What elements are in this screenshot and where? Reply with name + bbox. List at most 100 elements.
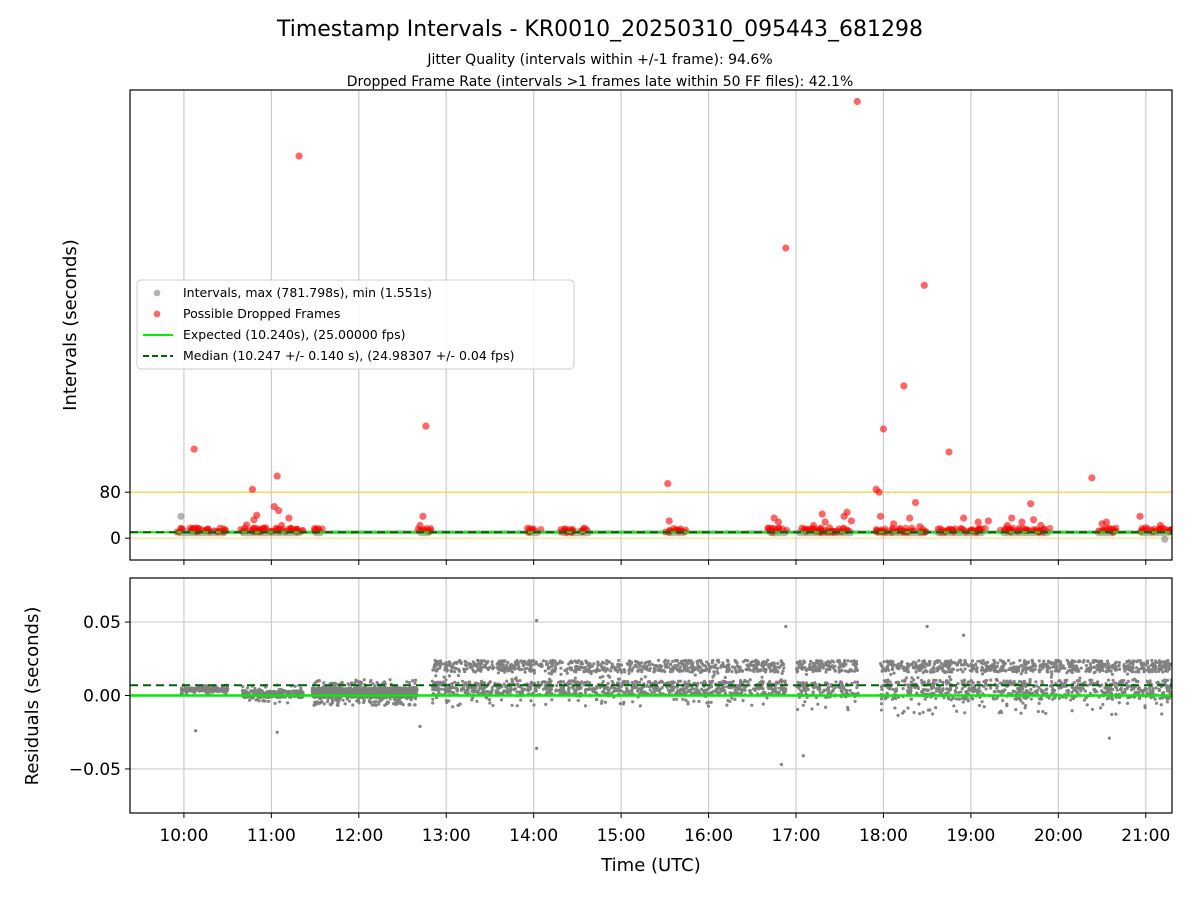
residual-point: [562, 688, 566, 692]
residual-point: [769, 668, 773, 672]
residual-point: [826, 691, 830, 695]
residual-point: [1058, 679, 1062, 683]
residual-point: [616, 670, 620, 674]
residual-point: [796, 707, 800, 712]
residual-point: [816, 687, 820, 691]
residual-point: [930, 712, 935, 716]
residual-point: [807, 667, 811, 671]
residual-point: [1034, 680, 1038, 684]
residual-point: [583, 666, 587, 670]
residual-point: [543, 669, 547, 673]
residual-point: [551, 668, 555, 672]
residual-point: [694, 687, 698, 691]
residual-point: [749, 663, 753, 667]
residual-point: [523, 667, 527, 671]
residual-point: [503, 670, 507, 674]
residual-point: [947, 675, 952, 679]
residual-point: [205, 686, 209, 691]
residual-point: [606, 681, 610, 686]
residual-point: [330, 697, 334, 701]
dropped-frame-point: [1046, 524, 1054, 532]
dropped-frame-point: [268, 527, 276, 535]
residual-point: [996, 661, 1000, 665]
residual-point: [753, 667, 757, 671]
residual-point: [471, 660, 475, 664]
residual-point: [441, 680, 445, 684]
dropped-frame-point: [942, 527, 949, 535]
residual-point: [1019, 699, 1023, 703]
residual-point: [580, 665, 584, 670]
residual-point: [589, 671, 593, 676]
residual-point: [1106, 678, 1111, 682]
residual-point: [760, 661, 764, 665]
residual-point: [970, 667, 975, 671]
residual-point: [955, 668, 960, 672]
residual-point: [671, 659, 675, 663]
top-y-tick-label: 80: [99, 483, 121, 503]
residual-point: [802, 659, 806, 663]
residual-point: [626, 680, 630, 684]
residual-point: [734, 670, 738, 674]
residual-point: [598, 662, 603, 667]
residual-point: [291, 689, 295, 693]
residual-point: [706, 687, 710, 691]
residual-point: [843, 669, 847, 673]
residual-point: [1000, 710, 1004, 715]
residual-point: [529, 699, 533, 703]
residual-point: [517, 684, 521, 689]
residual-point: [912, 678, 916, 682]
residual-point: [505, 663, 509, 667]
residual-point: [1168, 686, 1172, 690]
residual-point: [594, 668, 598, 672]
chart-title: Timestamp Intervals - KR0010_20250310_09…: [276, 17, 923, 42]
residual-point: [272, 691, 276, 695]
residual-point: [712, 670, 716, 674]
residual-point: [443, 665, 448, 669]
residual-point: [494, 691, 498, 695]
residual-point: [702, 663, 706, 668]
residual-point: [458, 658, 462, 663]
residual-point: [687, 679, 691, 683]
residual-point: [672, 697, 676, 702]
residual-point: [707, 669, 711, 673]
dropped-frame-point: [273, 472, 281, 480]
residual-point: [501, 691, 505, 695]
residual-point: [1082, 658, 1086, 663]
residual-point: [220, 687, 225, 692]
residual-point: [605, 662, 609, 666]
residual-point: [1125, 701, 1130, 705]
residual-point: [906, 683, 911, 687]
top-y-tick-label: 0: [110, 529, 121, 549]
residual-point: [773, 688, 778, 692]
residual-point: [981, 658, 985, 663]
residual-point: [1145, 687, 1149, 692]
residual-point: [687, 688, 691, 693]
residual-point: [447, 663, 451, 667]
residual-point: [1164, 669, 1168, 673]
residual-point: [959, 658, 963, 663]
residual-point: [760, 675, 764, 679]
residual-point: [955, 662, 960, 667]
residual-point: [803, 665, 807, 670]
residual-point: [439, 687, 444, 691]
residual-point: [882, 679, 887, 683]
residual-point: [200, 686, 204, 690]
residual-point: [1154, 686, 1158, 690]
residual-point: [334, 687, 338, 692]
residual-point: [950, 667, 955, 671]
residual-point: [731, 679, 736, 683]
dropped-frame-point: [1027, 500, 1035, 508]
residual-point: [727, 663, 731, 667]
residual-point: [967, 686, 971, 691]
residual-point: [212, 688, 217, 692]
residual-point: [878, 661, 883, 666]
residual-point: [992, 697, 996, 701]
residual-point: [505, 679, 509, 683]
residual-point: [536, 663, 541, 667]
dropped-frame-point: [881, 525, 889, 533]
residual-point: [567, 698, 571, 702]
residual-point: [696, 681, 700, 685]
residual-point: [654, 688, 658, 692]
dropped-frame-point: [876, 512, 885, 520]
residual-point: [371, 682, 375, 686]
